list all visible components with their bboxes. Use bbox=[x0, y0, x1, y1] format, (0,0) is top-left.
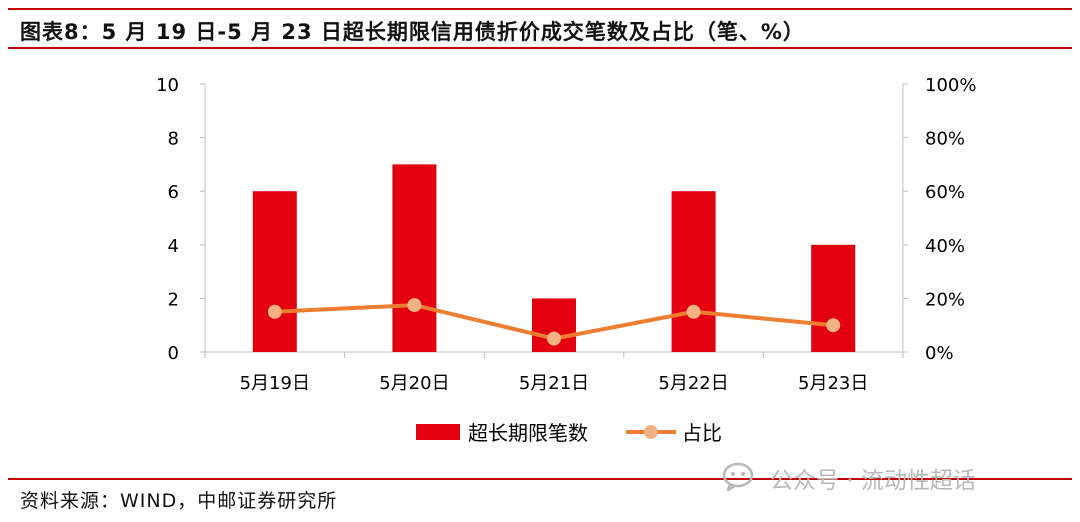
legend-bar-swatch bbox=[416, 424, 460, 440]
x-tick-label: 5月20日 bbox=[379, 373, 449, 394]
x-tick-label: 5月21日 bbox=[519, 373, 589, 394]
y-right-tick-label: 60% bbox=[925, 182, 965, 203]
bottom-rule bbox=[8, 478, 1072, 480]
y-right-tick-label: 40% bbox=[925, 236, 965, 257]
share-point bbox=[267, 304, 282, 319]
bar bbox=[811, 244, 856, 352]
bar bbox=[671, 191, 716, 352]
legend-line-label: 占比 bbox=[682, 421, 722, 445]
y-left-tick-label: 8 bbox=[168, 129, 179, 150]
y-left-tick-label: 0 bbox=[168, 343, 179, 364]
legend-line-marker bbox=[644, 425, 658, 439]
y-right-tick-label: 100% bbox=[925, 75, 976, 96]
share-point bbox=[686, 304, 701, 319]
y-left-tick-label: 10 bbox=[156, 75, 179, 96]
y-right-tick-label: 0% bbox=[925, 343, 954, 364]
share-point bbox=[407, 298, 422, 313]
y-left-tick-label: 6 bbox=[168, 182, 179, 203]
x-tick-label: 5月22日 bbox=[658, 373, 728, 394]
x-tick-label: 5月19日 bbox=[240, 373, 310, 394]
watermark: 公众号 · 流动性超话 bbox=[722, 458, 976, 498]
y-right-tick-label: 20% bbox=[925, 289, 965, 310]
x-tick-label: 5月23日 bbox=[798, 373, 868, 394]
share-point bbox=[826, 318, 841, 333]
title-rule bbox=[8, 47, 1072, 49]
share-point bbox=[547, 331, 561, 346]
wechat-icon bbox=[722, 462, 754, 492]
y-left-tick-label: 2 bbox=[168, 289, 179, 310]
top-rule bbox=[8, 8, 1072, 10]
chart-title: 图表8：5 月 19 日-5 月 23 日超长期限信用债折价成交笔数及占比（笔、… bbox=[20, 20, 805, 44]
source-note: 资料来源：WIND，中邮证券研究所 bbox=[20, 490, 338, 512]
y-left-tick-label: 4 bbox=[168, 236, 179, 257]
y-right-tick-label: 80% bbox=[925, 129, 965, 150]
legend-bar-label: 超长期限笔数 bbox=[468, 421, 588, 445]
watermark-text: 公众号 · 流动性超话 bbox=[770, 468, 976, 494]
bar bbox=[252, 191, 297, 352]
bar bbox=[392, 164, 437, 352]
